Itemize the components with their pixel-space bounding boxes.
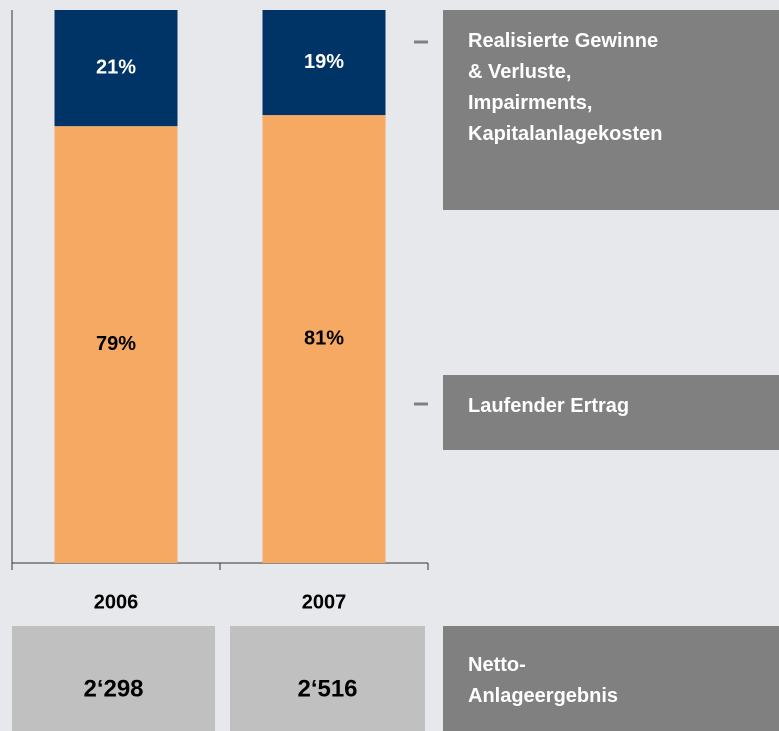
x-tick-label: 2007 xyxy=(302,591,347,613)
total-label: 2‘298 xyxy=(83,675,143,702)
bar-segment xyxy=(54,10,178,127)
value-label: 79% xyxy=(96,333,136,355)
totals-title: Netto- Anlageergebnis xyxy=(443,626,779,731)
bar-segment xyxy=(262,10,386,116)
value-label: 81% xyxy=(304,327,344,349)
legend-box: Laufender Ertrag xyxy=(443,375,779,450)
bar-segment xyxy=(54,126,178,563)
legend-box: Realisierte Gewinne & Verluste, Impairme… xyxy=(443,10,779,210)
bar-segment xyxy=(262,115,386,563)
value-label: 19% xyxy=(304,51,344,73)
x-tick-label: 2006 xyxy=(94,591,139,613)
total-box xyxy=(230,626,425,731)
total-box xyxy=(12,626,215,731)
total-label: 2‘516 xyxy=(297,675,357,702)
value-label: 21% xyxy=(96,56,136,78)
